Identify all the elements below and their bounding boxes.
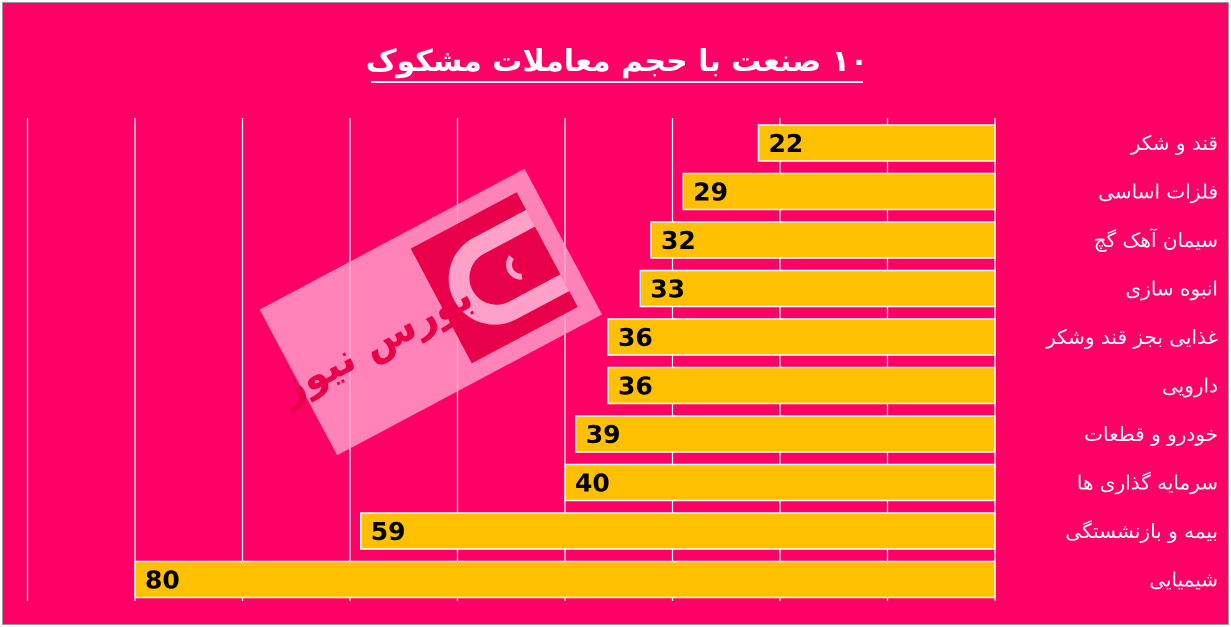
bar <box>134 560 996 599</box>
chart-title: ۱۰ صنعت با حجم معاملات مشکوک <box>366 44 868 79</box>
bar <box>607 318 996 356</box>
category-label: انبوه سازی <box>1126 277 1219 301</box>
bar <box>682 172 996 211</box>
bar-chart: بورس نیوز 22 29 32 33 36 36 39 40 59 80 قند و شکر… <box>3 3 1228 624</box>
bar <box>575 415 996 453</box>
bar-value-label: 36 <box>618 323 653 352</box>
category-label: خودرو و قطعات <box>1084 422 1218 446</box>
bar <box>607 366 996 405</box>
bar-value-label: 22 <box>769 129 804 158</box>
bar-value-label: 40 <box>575 469 610 498</box>
bar-value-label: 33 <box>650 275 685 304</box>
category-label: سرمایه گذاری ها <box>1077 471 1218 495</box>
bourse-news-logo-icon <box>410 192 578 364</box>
category-label: سیمان آهک گچ <box>1094 227 1218 252</box>
bar-value-label: 39 <box>586 420 621 449</box>
bar <box>757 124 996 162</box>
bar <box>639 269 996 308</box>
watermark: بورس نیوز <box>259 168 603 456</box>
bar <box>564 463 996 502</box>
category-label: غذایی بجز قند وشکر <box>1045 325 1218 349</box>
bar <box>650 221 996 259</box>
category-label: بیمه و بازنشستگی <box>1065 519 1218 543</box>
watermark-panel-group: بورس نیوز <box>259 168 603 456</box>
bar-value-label: 59 <box>371 517 406 546</box>
category-label: فلزات اساسی <box>1098 180 1218 204</box>
bar-value-label: 32 <box>661 226 696 255</box>
bars: 22 29 32 33 36 36 39 40 59 80 <box>134 124 996 599</box>
category-label: قند و شکر <box>1130 131 1218 155</box>
bar-value-label: 29 <box>693 178 728 207</box>
bar-value-label: 36 <box>618 372 653 401</box>
category-label: شیمیایی <box>1149 568 1218 592</box>
category-labels: قند و شکر فلزات اساسی سیمان آهک گچ انبوه سا… <box>1045 131 1218 592</box>
bar <box>360 512 996 550</box>
bar-value-label: 80 <box>145 566 180 595</box>
category-label: دارویی <box>1162 374 1218 398</box>
